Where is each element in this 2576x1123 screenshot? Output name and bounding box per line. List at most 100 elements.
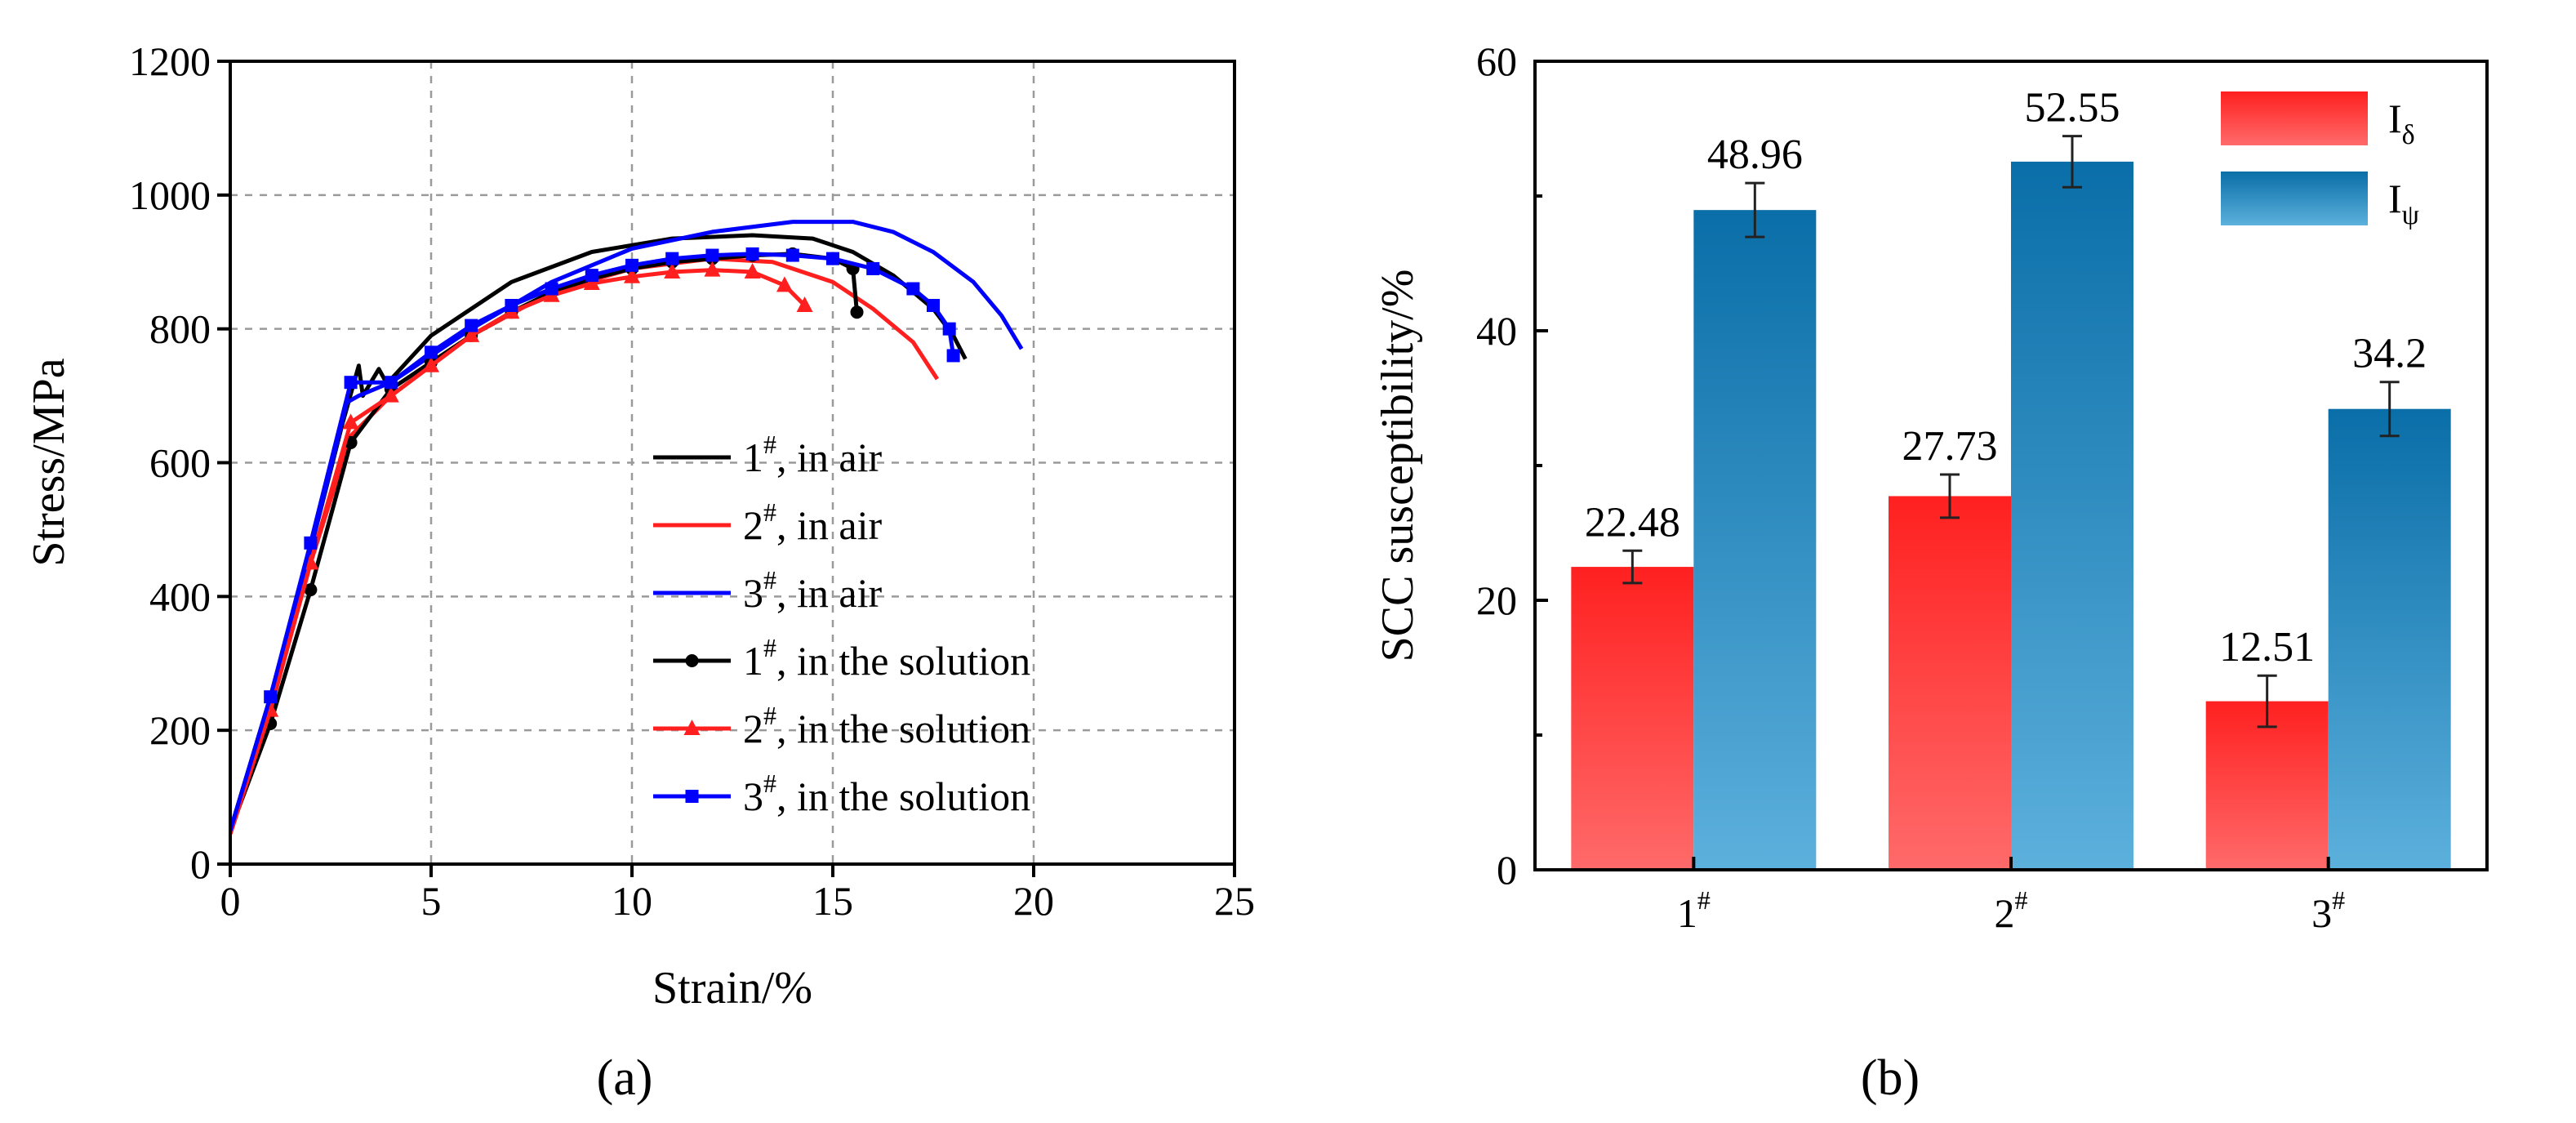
data-point-marker: [776, 276, 793, 292]
bar: [2328, 408, 2451, 870]
legend-item: 3#, in air: [653, 565, 882, 616]
y-tick-label: 60: [1476, 38, 1517, 84]
data-point-marker: [505, 298, 518, 312]
data-point-marker: [423, 356, 439, 372]
data-point-marker: [796, 296, 813, 312]
data-point-marker: [664, 263, 681, 279]
data-point-marker: [927, 298, 940, 312]
data-point-marker: [906, 282, 920, 296]
bar: [2205, 701, 2329, 870]
data-point-marker: [304, 536, 318, 550]
legend-item: 2#, in the solution: [653, 701, 1030, 751]
data-label: 12.51: [2219, 624, 2315, 671]
bar: [2011, 161, 2133, 871]
data-label: 52.55: [2025, 85, 2120, 131]
x-tick-label: 5: [421, 878, 442, 924]
legend-label: Iδ: [2388, 96, 2415, 150]
data-point-marker: [685, 790, 699, 803]
data-point-marker: [304, 583, 318, 597]
panel-label-a: (a): [597, 1050, 653, 1106]
data-label: 27.73: [1902, 423, 1998, 470]
x-tick-label: 2#: [1995, 885, 2028, 936]
series-4: [230, 247, 864, 831]
x-tick-label: 20: [1013, 878, 1054, 924]
data-point-marker: [665, 252, 679, 265]
y-tick-label: 0: [190, 841, 211, 887]
x-tick-label: 0: [220, 878, 241, 924]
data-point-marker: [744, 263, 761, 279]
x-tick-label: 25: [1214, 878, 1255, 924]
axis-ticks: 0 20 40 60 1# 2# 3#: [1476, 38, 2345, 936]
data-point-marker: [704, 261, 721, 277]
y-tick-label: 200: [149, 707, 211, 753]
legend-swatch: [2221, 172, 2368, 225]
grid-lines: [230, 61, 1235, 864]
data-point-marker: [705, 248, 719, 262]
bars: 22.48 48.96 27.73 52.55 12.51 34.2: [1571, 85, 2451, 871]
data-label: 48.96: [1707, 131, 1803, 178]
legend-item: Iψ: [2221, 172, 2419, 230]
data-point-marker: [850, 305, 864, 319]
series-lines: [230, 220, 1024, 835]
bar: [1693, 210, 1817, 870]
data-point-marker: [344, 376, 358, 390]
data-point-marker: [685, 654, 699, 667]
legend-label: 3#, in the solution: [743, 769, 1030, 819]
legend-swatch: [2221, 91, 2368, 145]
y-tick-label: 400: [149, 573, 211, 619]
y-axis-label: SCC susceptibility/%: [1373, 270, 1423, 662]
data-point-marker: [625, 258, 638, 272]
legend-item: 3#, in the solution: [653, 769, 1030, 819]
y-tick-label: 40: [1476, 308, 1517, 354]
data-label: 22.48: [1585, 499, 1680, 546]
data-point-marker: [583, 274, 600, 290]
series-6: [230, 247, 960, 831]
legend-label: 2#, in the solution: [743, 701, 1030, 751]
data-point-marker: [683, 720, 701, 735]
y-tick-label: 600: [149, 440, 211, 486]
stress-strain-chart: 0 5 10 15 20 25 0 200 400 600 800 1000 1200 Strain/%…: [24, 38, 1255, 1106]
y-tick-label: 0: [1497, 847, 1517, 893]
legend: Iδ Iψ: [2221, 91, 2419, 230]
data-point-marker: [382, 386, 399, 403]
legend-label: 1#, in air: [743, 430, 882, 480]
y-tick-label: 1000: [129, 172, 211, 218]
legend-label: 1#, in the solution: [743, 633, 1030, 684]
data-point-marker: [942, 322, 956, 336]
data-point-marker: [425, 345, 438, 359]
data-point-marker: [463, 326, 480, 342]
scc-susceptibility-chart: 22.48 48.96 27.73 52.55 12.51 34.2 0 20 40 60 1# 2…: [1373, 38, 2489, 1106]
bar: [1889, 496, 2011, 870]
y-tick-label: 800: [149, 306, 211, 352]
x-tick-label: 15: [812, 878, 853, 924]
legend-item: 2#, in air: [653, 497, 882, 548]
panel-label-b: (b): [1861, 1050, 1920, 1106]
data-point-marker: [745, 247, 759, 261]
data-point-marker: [826, 252, 839, 265]
bar: [1571, 567, 1694, 870]
data-point-marker: [342, 413, 359, 430]
data-point-marker: [465, 319, 478, 332]
data-point-marker: [866, 261, 880, 275]
y-axis-label: Stress/MPa: [24, 358, 74, 566]
data-label: 34.2: [2352, 331, 2427, 377]
data-point-marker: [624, 267, 640, 283]
data-point-marker: [264, 690, 278, 704]
legend-item: 1#, in the solution: [653, 633, 1030, 684]
x-axis-label: Strain/%: [652, 963, 812, 1014]
data-point-marker: [545, 282, 558, 296]
data-point-marker: [384, 376, 398, 390]
legend: 1#, in air 2#, in air 3#, in air 1#, in the…: [653, 430, 1030, 819]
x-tick-label: 3#: [2311, 885, 2345, 936]
y-tick-label: 1200: [129, 38, 211, 84]
data-point-marker: [785, 248, 799, 262]
data-point-marker: [585, 269, 598, 283]
x-tick-label: 1#: [1677, 885, 1711, 936]
legend-label: 2#, in air: [743, 497, 882, 548]
legend-label: 3#, in air: [743, 565, 882, 616]
legend-label: Iψ: [2388, 176, 2419, 230]
axis-ticks: 0 5 10 15 20 25 0 200 400 600 800 1000 1200: [129, 38, 1255, 924]
x-tick-label: 10: [612, 878, 652, 924]
series-line: [230, 268, 807, 835]
